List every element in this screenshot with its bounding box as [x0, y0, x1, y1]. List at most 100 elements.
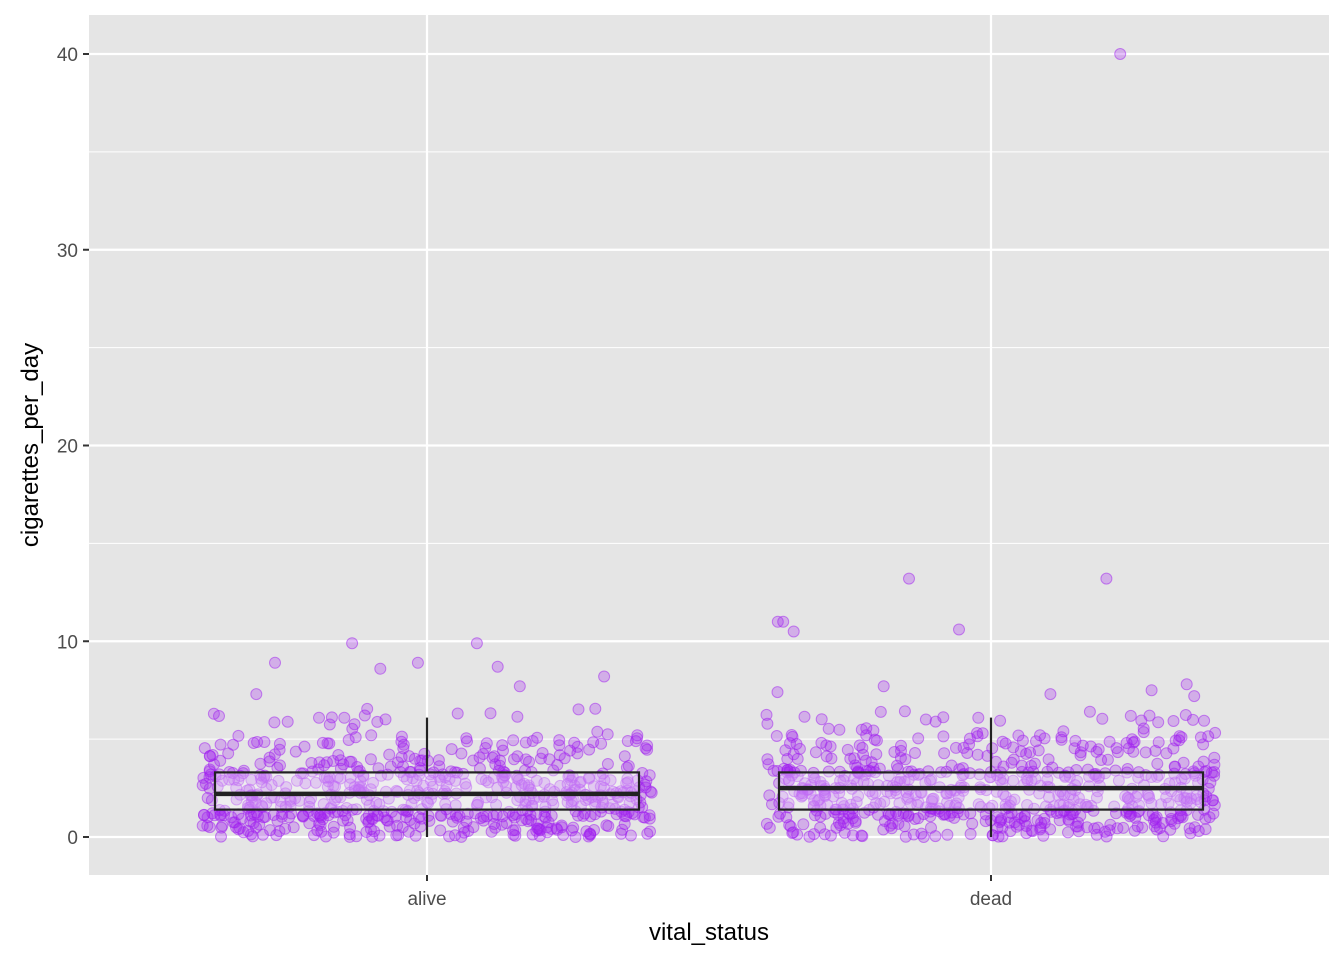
data-point	[855, 829, 868, 842]
data-point	[1120, 737, 1133, 749]
data-point	[848, 752, 861, 765]
data-point	[316, 736, 329, 749]
data-point	[1016, 734, 1029, 747]
data-point	[397, 760, 409, 773]
data-point	[1123, 793, 1136, 806]
data-point	[878, 795, 891, 808]
y-tick-label: 30	[57, 241, 78, 262]
data-point	[449, 829, 461, 842]
data-point	[457, 767, 470, 780]
data-point	[216, 774, 229, 787]
data-point	[358, 709, 371, 722]
data-point	[870, 748, 883, 761]
data-point	[966, 817, 979, 830]
data-point	[899, 807, 912, 820]
data-point	[787, 625, 800, 638]
data-point	[941, 828, 954, 841]
data-point	[1093, 770, 1106, 783]
data-point	[1013, 818, 1025, 831]
data-point	[473, 751, 486, 764]
data-point	[298, 740, 311, 753]
data-point	[853, 739, 866, 752]
data-point	[215, 821, 228, 834]
data-point	[598, 670, 611, 683]
data-point	[569, 831, 582, 843]
data-point	[1020, 820, 1033, 832]
data-point	[1004, 825, 1017, 838]
data-point	[214, 754, 227, 767]
data-point	[520, 813, 533, 826]
data-point	[526, 799, 539, 812]
data-point	[902, 791, 915, 803]
data-point	[1069, 734, 1082, 747]
data-point	[786, 730, 799, 743]
data-point	[971, 730, 984, 743]
data-point	[833, 723, 846, 736]
data-point	[1206, 794, 1219, 807]
data-point	[595, 737, 608, 750]
data-point	[242, 802, 254, 814]
data-point	[434, 824, 447, 837]
data-point	[409, 829, 422, 842]
y-tick-label: 20	[57, 437, 78, 458]
data-point	[1167, 715, 1180, 727]
data-point	[771, 765, 784, 777]
data-point	[480, 737, 493, 750]
data-point	[515, 814, 528, 827]
data-point	[777, 615, 790, 628]
data-point	[484, 707, 497, 720]
data-point	[618, 818, 631, 830]
data-point	[470, 637, 483, 650]
data-point	[643, 769, 656, 782]
data-point	[246, 830, 259, 843]
data-point	[1199, 823, 1212, 836]
data-point	[1030, 735, 1042, 748]
data-point	[1187, 713, 1199, 726]
data-point	[408, 752, 421, 765]
data-point	[197, 771, 210, 784]
data-point	[1032, 744, 1045, 757]
data-point	[1198, 714, 1211, 727]
data-point	[580, 825, 593, 838]
data-point	[232, 729, 245, 742]
data-point	[583, 743, 596, 756]
data-point	[1152, 736, 1165, 749]
data-point	[1153, 822, 1166, 835]
data-point	[766, 798, 778, 811]
data-point	[1160, 747, 1173, 760]
data-point	[361, 702, 374, 715]
data-point	[938, 747, 951, 760]
data-point	[784, 737, 796, 750]
data-point	[1152, 716, 1165, 729]
data-point	[838, 826, 851, 839]
data-point	[513, 680, 526, 693]
data-point	[320, 756, 333, 769]
data-point	[1074, 746, 1087, 759]
data-point	[621, 735, 634, 747]
data-point	[281, 715, 294, 728]
data-point	[767, 764, 780, 777]
data-point	[244, 815, 257, 828]
data-point	[898, 820, 911, 833]
data-point	[1117, 821, 1130, 834]
data-point	[815, 713, 828, 726]
data-point	[1202, 782, 1215, 795]
data-point	[511, 710, 524, 723]
data-point	[986, 742, 999, 755]
data-point	[383, 748, 396, 761]
data-point	[825, 752, 838, 765]
data-point	[1174, 810, 1187, 823]
data-point	[479, 742, 492, 754]
data-point	[345, 755, 358, 768]
data-point	[365, 729, 378, 742]
data-point	[999, 737, 1012, 750]
data-point	[957, 741, 970, 754]
data-point	[1018, 809, 1031, 822]
data-point	[511, 750, 524, 763]
data-point	[1083, 705, 1096, 718]
data-point	[1122, 792, 1135, 805]
data-point	[1185, 792, 1197, 805]
data-point	[1169, 734, 1182, 747]
data-point	[553, 734, 566, 747]
data-point	[443, 830, 456, 843]
